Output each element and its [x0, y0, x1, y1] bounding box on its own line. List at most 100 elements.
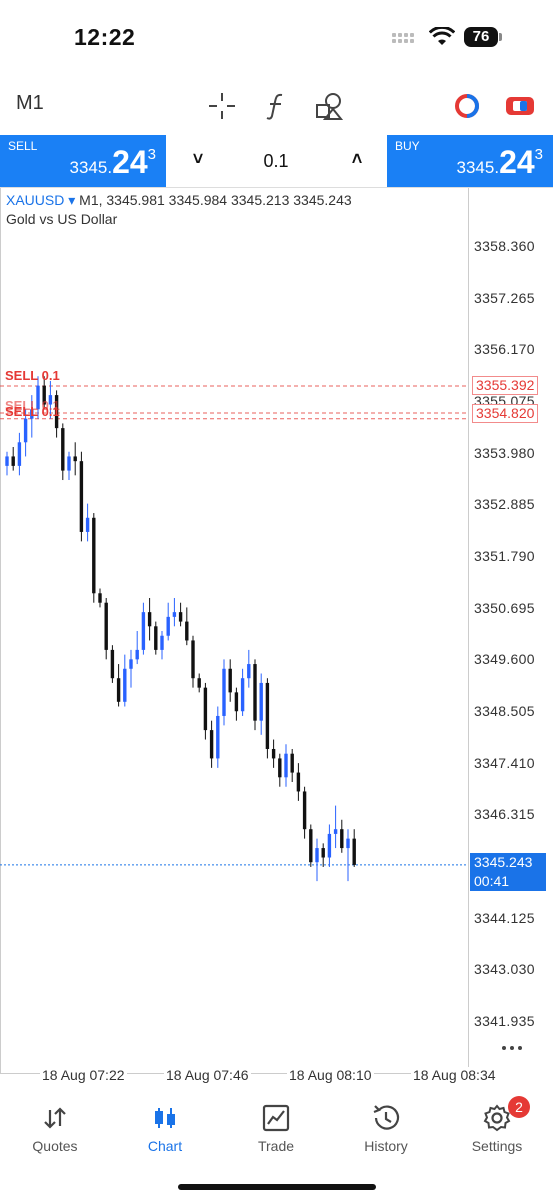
nav-trade[interactable]: Trade: [221, 1094, 331, 1170]
candlestick-plot: [0, 376, 468, 882]
candle-body: [278, 758, 282, 778]
price-axis-border: [468, 188, 469, 1073]
more-options-icon[interactable]: [500, 1043, 524, 1053]
candle-body: [129, 659, 133, 669]
home-indicator[interactable]: [178, 1184, 376, 1190]
candle-body: [209, 730, 214, 759]
nav-label: Trade: [257, 1138, 295, 1154]
candle-body: [23, 418, 28, 443]
candle-body: [352, 838, 356, 865]
order-label: SELL 0.1: [5, 404, 60, 419]
nav-label: Quotes: [32, 1138, 78, 1154]
candle-body: [234, 692, 239, 712]
price-axis-label: 3349.600: [474, 651, 535, 668]
candle-body: [296, 772, 301, 792]
sell-button[interactable]: SELL 3345.243: [0, 135, 166, 187]
volume-decrease-button[interactable]: ˅: [192, 149, 204, 169]
trade-toggle-icon[interactable]: [450, 90, 484, 122]
candle-body: [92, 517, 96, 594]
symbol-selector[interactable]: XAUUSD: [6, 192, 65, 208]
order-price-tag: 3354.820: [472, 404, 539, 423]
bottom-navigation: Quotes Chart Trade History Settings: [0, 1094, 553, 1170]
buy-button[interactable]: BUY 3345.243: [387, 135, 553, 187]
candle-body: [42, 385, 46, 405]
sell-price: 3345.243: [69, 144, 156, 180]
nav-chart[interactable]: Chart: [110, 1094, 220, 1170]
chart-header: XAUUSD ▾ M1, 3345.981 3345.984 3345.213 …: [6, 192, 352, 209]
volume-value[interactable]: 0.1: [263, 151, 289, 171]
candle-body: [79, 461, 84, 532]
price-axis-label: 3344.125: [474, 909, 535, 926]
chart-toolbar: M1: [0, 82, 553, 130]
time-axis-label: 18 Aug 08:10: [287, 1067, 374, 1083]
timeframe-selector[interactable]: M1: [16, 92, 44, 114]
candle-body: [11, 456, 15, 466]
order-price-tag: 3355.392: [472, 376, 539, 395]
candle-body: [154, 626, 158, 650]
symbol-dropdown-icon[interactable]: ▾: [68, 192, 76, 208]
candle-body: [284, 753, 288, 778]
nav-settings[interactable]: Settings: [442, 1094, 552, 1170]
ohlc-readout: M1, 3345.981 3345.984 3345.213 3345.243: [79, 192, 352, 208]
nav-label: Settings: [471, 1138, 523, 1154]
nav-label: History: [364, 1138, 408, 1154]
candle-body: [271, 748, 276, 759]
order-label: SELL 0.1: [5, 398, 60, 413]
candle-body: [185, 621, 189, 641]
candle-body: [36, 385, 40, 410]
trade-icon: [262, 1104, 290, 1132]
objects-icon[interactable]: [313, 90, 347, 122]
price-axis-label: 3352.885: [474, 496, 535, 513]
crosshair-icon[interactable]: [205, 90, 239, 122]
candle-body: [340, 829, 344, 849]
current-price: 3345.243: [474, 854, 533, 870]
battery-tip: [499, 33, 502, 41]
notification-badge: 2: [508, 1096, 530, 1118]
price-axis-label: 3343.030: [474, 961, 535, 978]
buy-label: BUY: [395, 139, 420, 153]
price-axis-label: 3358.360: [474, 238, 535, 254]
volume-increase-button[interactable]: ˄: [351, 149, 363, 169]
candle-body: [253, 664, 257, 721]
status-bar: 12:22 76: [0, 0, 553, 78]
candle-body: [147, 612, 152, 627]
nav-quotes[interactable]: Quotes: [0, 1094, 110, 1170]
chart-icon: [155, 1108, 175, 1128]
buy-price: 3345.243: [456, 144, 543, 180]
battery-indicator: 76: [464, 27, 498, 47]
candle-body: [73, 456, 77, 462]
candle-body: [259, 682, 263, 721]
time-axis-label: 18 Aug 08:34: [411, 1067, 498, 1083]
candle-body: [141, 612, 146, 650]
price-axis-label: 3353.980: [474, 444, 535, 461]
account-icon[interactable]: [503, 90, 537, 122]
candle-body: [85, 517, 90, 532]
candle-body: [67, 456, 71, 471]
candle-body: [172, 612, 177, 617]
nav-history[interactable]: History: [331, 1094, 441, 1170]
current-price-tag: 3345.243 00:41: [470, 853, 546, 891]
candle-body: [333, 829, 338, 834]
price-axis-label: 3341.935: [474, 1013, 535, 1029]
price-axis-label: 3348.505: [474, 703, 535, 719]
candle-body: [104, 602, 108, 650]
price-chart[interactable]: XAUUSD ▾ M1, 3345.981 3345.984 3345.213 …: [0, 188, 553, 1094]
symbol-description: Gold vs US Dollar: [6, 211, 118, 227]
candle-body: [315, 848, 319, 863]
candle-body: [123, 668, 127, 702]
candle-body: [203, 687, 208, 731]
candle-body: [160, 635, 164, 650]
cellular-signal-icon: [392, 33, 422, 47]
candle-body: [5, 456, 9, 466]
candle-body: [327, 833, 332, 858]
price-axis-label: 3357.265: [474, 289, 535, 306]
candle-body: [116, 678, 121, 702]
price-axis-label: 3350.695: [474, 599, 535, 616]
time-axis-label: 18 Aug 07:46: [164, 1067, 251, 1083]
candle-body: [17, 442, 22, 466]
candle-body: [309, 829, 313, 863]
clock: 12:22: [74, 24, 136, 50]
candle-body: [48, 395, 53, 405]
price-axis-label: 3346.315: [474, 806, 535, 823]
function-icon[interactable]: [260, 90, 294, 122]
